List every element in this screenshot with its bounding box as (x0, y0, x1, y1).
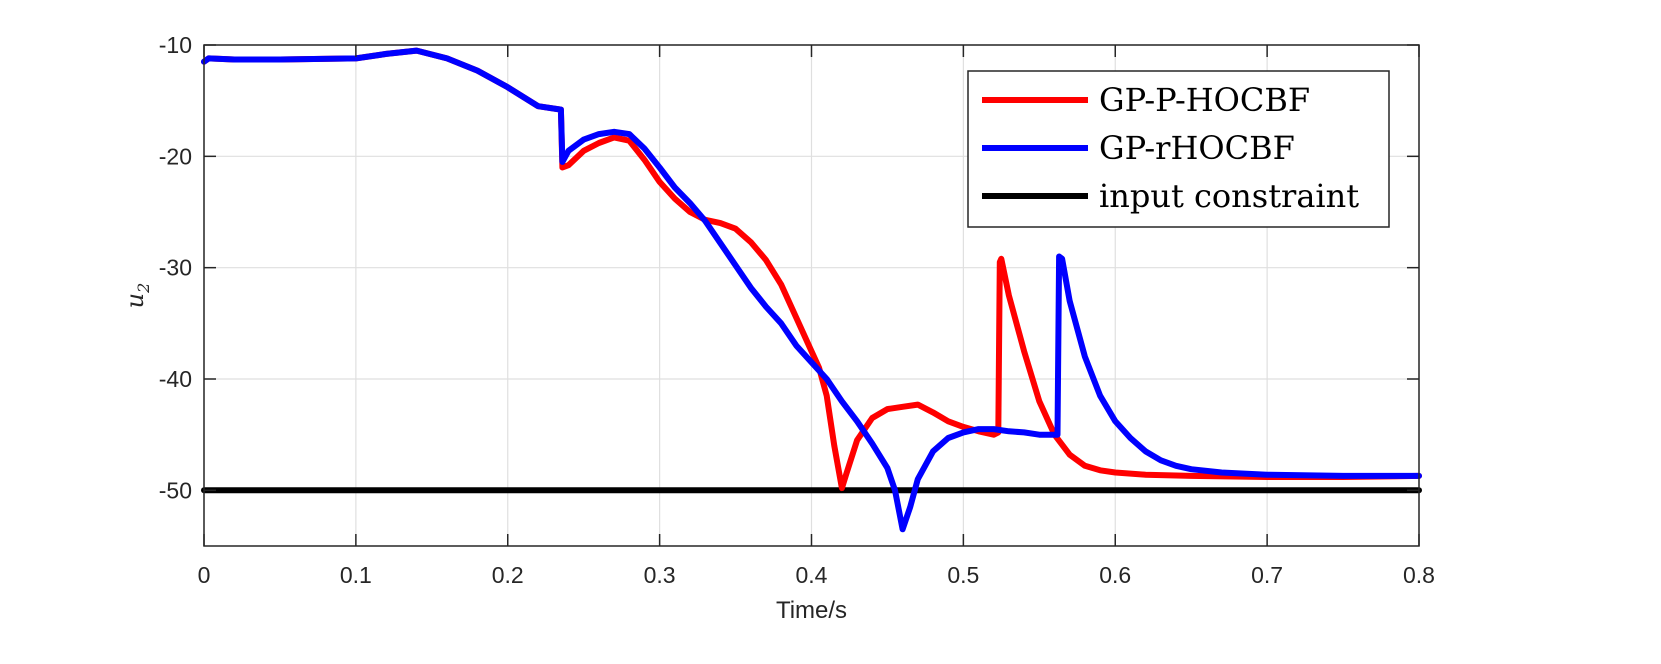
legend-label: GP-P-HOCBF (1099, 81, 1310, 119)
y-tick-label: -10 (159, 32, 192, 58)
x-axis-label: Time/s (776, 597, 847, 624)
x-tick-label: 0.2 (492, 562, 524, 588)
x-tick-label: 0.3 (644, 562, 676, 588)
x-tick-label: 0.6 (1099, 562, 1131, 588)
x-tick-label: 0.7 (1251, 562, 1283, 588)
y-axis-label-subscript: 2 (134, 283, 153, 294)
y-axis-label-main: u (121, 293, 149, 308)
legend-item: GP-P-HOCBF (982, 81, 1310, 119)
y-tick-label: -50 (159, 477, 192, 503)
plot-series (201, 47, 1422, 533)
legend-item: GP-rHOCBF (982, 129, 1295, 167)
legend-label: input constraint (1099, 177, 1359, 215)
x-tick-label: 0.8 (1403, 562, 1435, 588)
x-tick-label: 0.4 (796, 562, 828, 588)
legend-label: GP-rHOCBF (1099, 129, 1295, 167)
legend: GP-P-HOCBF GP-rHOCBF input constraint (967, 70, 1390, 228)
x-tick-label: 0.5 (947, 562, 979, 588)
legend-item: input constraint (982, 177, 1359, 215)
series-line-gp-rhocbf (201, 47, 1422, 533)
x-tick-label: 0.1 (340, 562, 372, 588)
y-tick-label: -20 (159, 143, 192, 169)
y-tick-label: -30 (159, 255, 192, 281)
y-tick-label: -40 (159, 366, 192, 392)
x-tick-label: 0 (198, 562, 211, 588)
y-axis-label: u2 (121, 283, 153, 309)
axis-ticks: 0 0.1 0.2 0.3 0.4 0.5 0.6 0.7 0.8 -10 -20 -30 -40 -50 (159, 32, 1435, 588)
